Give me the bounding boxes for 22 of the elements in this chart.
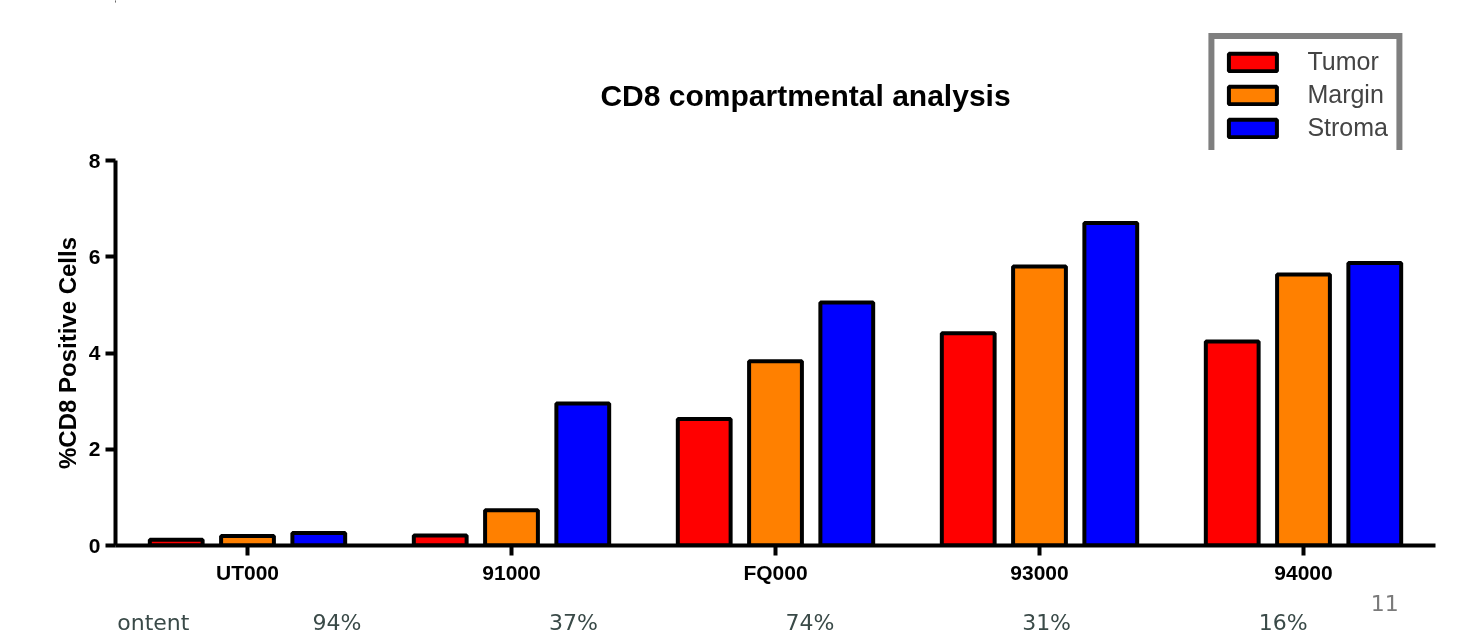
text: 16% bbox=[1258, 610, 1308, 635]
legend-label: Tumor bbox=[1307, 47, 1379, 76]
x-tick-label: UT000 bbox=[215, 560, 280, 584]
x-tick-label: 91000 bbox=[482, 560, 541, 584]
text: 31% bbox=[1022, 610, 1072, 635]
y-tick-label: 2 bbox=[88, 437, 101, 461]
y-tick-label: 4 bbox=[88, 341, 101, 364]
text: 11 bbox=[1370, 590, 1399, 616]
chart-title: CD8 compartmental analysis bbox=[600, 79, 1011, 112]
y-tick-label: 6 bbox=[88, 244, 101, 268]
y-tick-label: 0 bbox=[88, 533, 101, 557]
x-tick-label: 93000 bbox=[1010, 560, 1069, 584]
legend-label: Stroma bbox=[1307, 113, 1388, 142]
x-tick-label: FQ000 bbox=[743, 560, 808, 584]
text: 74% bbox=[785, 610, 835, 635]
y-tick-label: 8 bbox=[88, 148, 101, 172]
legend-label: Margin bbox=[1307, 80, 1384, 109]
text: 94% bbox=[312, 610, 362, 635]
x-tick-label: 94000 bbox=[1274, 560, 1333, 584]
y-axis-title: %CD8 Positive Cells bbox=[53, 236, 81, 470]
text: ontent bbox=[117, 610, 190, 635]
text: 37% bbox=[548, 610, 598, 635]
